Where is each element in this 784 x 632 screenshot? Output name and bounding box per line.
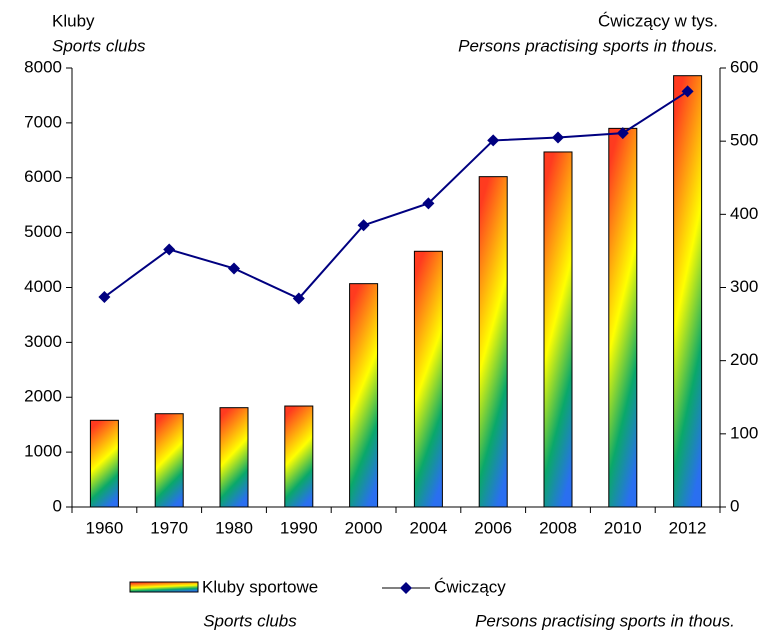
y2-tick-label: 200 bbox=[730, 350, 758, 369]
line-marker bbox=[228, 262, 240, 275]
bar bbox=[89, 419, 119, 508]
legend-swatch bbox=[129, 581, 199, 593]
y-axis-title: Kluby bbox=[52, 11, 95, 30]
legend-label: Kluby sportowe bbox=[202, 577, 318, 596]
bar bbox=[349, 283, 379, 508]
y-tick-label: 8000 bbox=[24, 57, 62, 76]
legend-label-en: Persons practising sports in thous. bbox=[475, 611, 735, 630]
x-tick-label: 2004 bbox=[409, 518, 447, 537]
y2-tick-label: 500 bbox=[730, 131, 758, 150]
y-tick-label: 2000 bbox=[24, 387, 62, 406]
line-marker bbox=[681, 85, 694, 98]
bar bbox=[478, 176, 508, 508]
bar bbox=[154, 413, 184, 508]
legend-label: Ćwiczący bbox=[434, 577, 506, 596]
x-tick-label: 1960 bbox=[85, 518, 123, 537]
bar bbox=[413, 250, 443, 508]
bar bbox=[543, 151, 573, 508]
x-tick-label: 1990 bbox=[280, 518, 318, 537]
y-tick-label: 1000 bbox=[24, 442, 62, 461]
y2-axis-title-en: Persons practising sports in thous. bbox=[458, 36, 718, 55]
x-tick-label: 2000 bbox=[345, 518, 383, 537]
bar bbox=[284, 405, 314, 508]
y2-tick-label: 400 bbox=[730, 204, 758, 223]
x-tick-label: 2008 bbox=[539, 518, 577, 537]
line-marker bbox=[163, 243, 176, 256]
line-marker bbox=[552, 131, 564, 144]
line-marker bbox=[357, 219, 370, 232]
y2-tick-label: 0 bbox=[730, 496, 739, 515]
y2-tick-label: 100 bbox=[730, 423, 758, 442]
x-tick-label: 2012 bbox=[669, 518, 707, 537]
y-tick-label: 3000 bbox=[24, 332, 62, 351]
bar bbox=[219, 407, 249, 508]
legend-label-en: Sports clubs bbox=[203, 611, 297, 630]
y2-axis-title: Ćwiczący w tys. bbox=[598, 11, 718, 30]
x-tick-label: 2006 bbox=[474, 518, 512, 537]
y-tick-label: 4000 bbox=[24, 277, 62, 296]
line-marker bbox=[487, 134, 500, 147]
line bbox=[103, 90, 689, 300]
x-tick-label: 2010 bbox=[604, 518, 642, 537]
x-tick-label: 1970 bbox=[150, 518, 188, 537]
bar bbox=[608, 127, 638, 508]
line-marker bbox=[292, 292, 305, 305]
legend-marker bbox=[400, 582, 412, 594]
y-axis-title-en: Sports clubs bbox=[52, 36, 146, 55]
y-tick-label: 7000 bbox=[24, 112, 62, 131]
bar bbox=[673, 75, 703, 508]
y-tick-label: 6000 bbox=[24, 167, 62, 186]
x-tick-label: 1980 bbox=[215, 518, 253, 537]
y2-tick-label: 300 bbox=[730, 277, 758, 296]
line-marker bbox=[98, 291, 111, 304]
y2-tick-label: 600 bbox=[730, 57, 758, 76]
y-tick-label: 5000 bbox=[24, 222, 62, 241]
y-tick-label: 0 bbox=[53, 496, 62, 515]
line-marker bbox=[616, 127, 629, 140]
line-marker bbox=[422, 197, 435, 210]
